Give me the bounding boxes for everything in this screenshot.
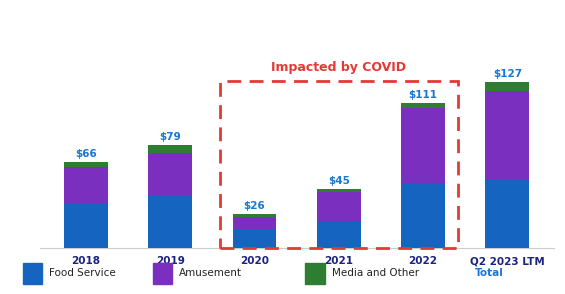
Text: $79: $79 [159, 132, 181, 142]
Bar [485, 180, 529, 248]
Text: Total: Total [475, 268, 503, 278]
Text: Impacted by COVID: Impacted by COVID [271, 61, 406, 74]
Text: $127: $127 [493, 69, 522, 78]
Bar [233, 214, 276, 217]
Bar [148, 196, 192, 248]
Bar [317, 222, 360, 248]
Bar [153, 263, 172, 284]
Bar [64, 167, 108, 204]
Bar [305, 263, 325, 284]
Text: $26: $26 [244, 201, 266, 211]
Bar [233, 217, 276, 229]
Text: $111: $111 [408, 90, 437, 100]
Bar [317, 192, 360, 222]
Text: Revenues ($M): Revenues ($M) [207, 15, 358, 33]
Bar [485, 82, 529, 91]
Bar [401, 183, 445, 248]
Bar [485, 91, 529, 180]
Bar [148, 153, 192, 196]
Text: $66: $66 [75, 149, 97, 159]
Bar [401, 103, 445, 108]
Bar [401, 108, 445, 183]
Bar [23, 263, 42, 284]
Bar [64, 204, 108, 248]
Text: Amusement: Amusement [179, 268, 242, 278]
Text: Food Service: Food Service [49, 268, 116, 278]
Bar [317, 189, 360, 192]
Text: Media and Other: Media and Other [332, 268, 419, 278]
Bar [148, 145, 192, 153]
Text: $45: $45 [328, 176, 350, 186]
Bar [233, 229, 276, 248]
Bar [64, 162, 108, 167]
